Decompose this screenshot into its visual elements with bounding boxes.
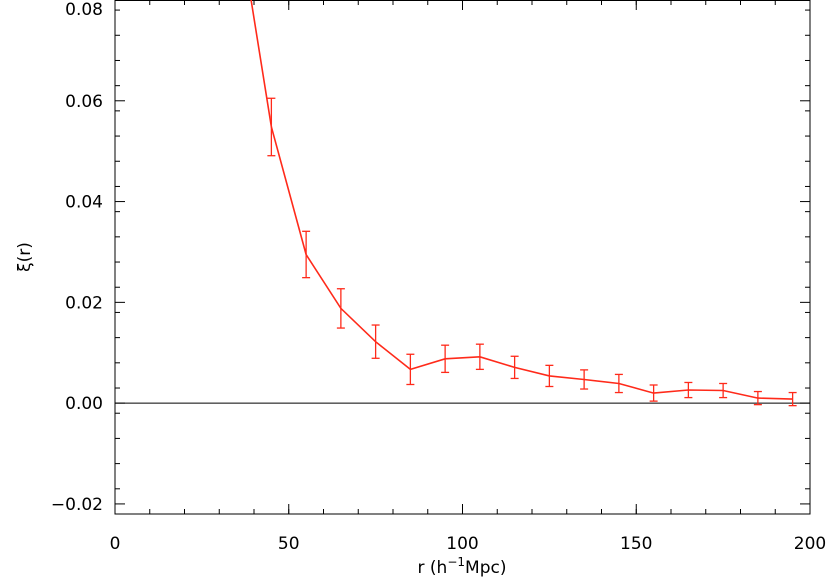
y-tick-label: 0.02 [65, 293, 103, 313]
error-bar [406, 353, 415, 386]
error-bars [267, 97, 797, 407]
y-tick-label: −0.02 [51, 495, 103, 515]
error-bar [614, 373, 623, 394]
error-bar [753, 390, 762, 406]
x-axis-label-main: r (h [418, 558, 448, 578]
error-bar [267, 97, 276, 157]
plot-frame [114, 0, 811, 515]
x-axis-label-suffix: Mpc) [465, 558, 506, 578]
error-bar [649, 384, 658, 402]
x-axis-label-superscript: −1 [447, 555, 465, 569]
error-bar [788, 391, 797, 407]
error-bar [302, 230, 311, 279]
error-bar [580, 369, 589, 390]
x-tick-label: 150 [620, 534, 652, 554]
axis-tick-labels: 0 50 100 150 200 −0.02 0.00 0.02 0.04 0.06 0.08 [51, 0, 826, 554]
y-axis-label: ξ(r) [15, 242, 35, 272]
error-bar [719, 382, 728, 399]
error-bar [545, 364, 554, 388]
error-bar [510, 355, 519, 380]
series-line [250, 0, 793, 400]
y-tick-label: 0.08 [65, 0, 103, 20]
x-tick-label: 50 [278, 534, 300, 554]
x-tick-label: 0 [110, 534, 121, 554]
axis-ticks [114, 0, 811, 515]
x-tick-label: 200 [794, 534, 826, 554]
x-axis-label: r (h−1Mpc) [418, 555, 507, 578]
error-bar [684, 381, 693, 399]
error-bar [336, 288, 345, 329]
y-tick-label: 0.04 [65, 193, 103, 213]
error-bar [475, 343, 484, 371]
error-bar [371, 324, 380, 359]
error-bar [441, 344, 450, 374]
y-tick-label: 0.06 [65, 92, 103, 112]
y-tick-label: 0.00 [65, 394, 103, 414]
x-tick-label: 100 [446, 534, 478, 554]
